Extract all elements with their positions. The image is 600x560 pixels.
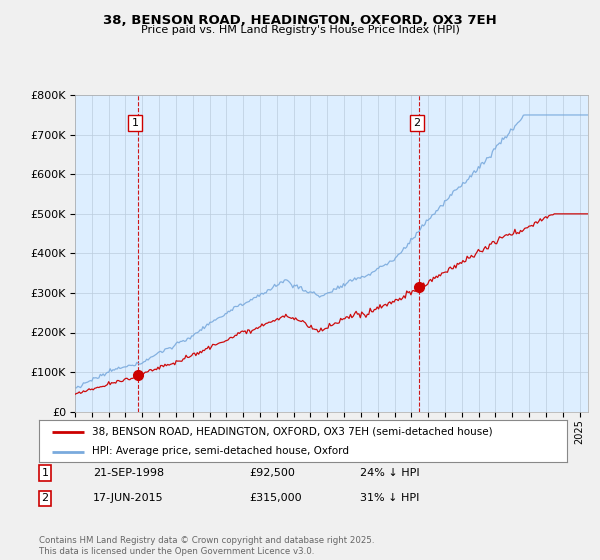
Text: Contains HM Land Registry data © Crown copyright and database right 2025.
This d: Contains HM Land Registry data © Crown c…: [39, 536, 374, 556]
Text: 24% ↓ HPI: 24% ↓ HPI: [360, 468, 419, 478]
Text: HPI: Average price, semi-detached house, Oxford: HPI: Average price, semi-detached house,…: [92, 446, 349, 456]
Text: 31% ↓ HPI: 31% ↓ HPI: [360, 493, 419, 503]
Text: 21-SEP-1998: 21-SEP-1998: [93, 468, 164, 478]
Text: 38, BENSON ROAD, HEADINGTON, OXFORD, OX3 7EH: 38, BENSON ROAD, HEADINGTON, OXFORD, OX3…: [103, 14, 497, 27]
Text: Price paid vs. HM Land Registry's House Price Index (HPI): Price paid vs. HM Land Registry's House …: [140, 25, 460, 35]
Text: £92,500: £92,500: [249, 468, 295, 478]
Text: 1: 1: [41, 468, 49, 478]
Text: 1: 1: [131, 118, 139, 128]
Text: 38, BENSON ROAD, HEADINGTON, OXFORD, OX3 7EH (semi-detached house): 38, BENSON ROAD, HEADINGTON, OXFORD, OX3…: [92, 427, 493, 437]
Text: £315,000: £315,000: [249, 493, 302, 503]
Text: 2: 2: [413, 118, 420, 128]
Text: 17-JUN-2015: 17-JUN-2015: [93, 493, 164, 503]
Text: 2: 2: [41, 493, 49, 503]
